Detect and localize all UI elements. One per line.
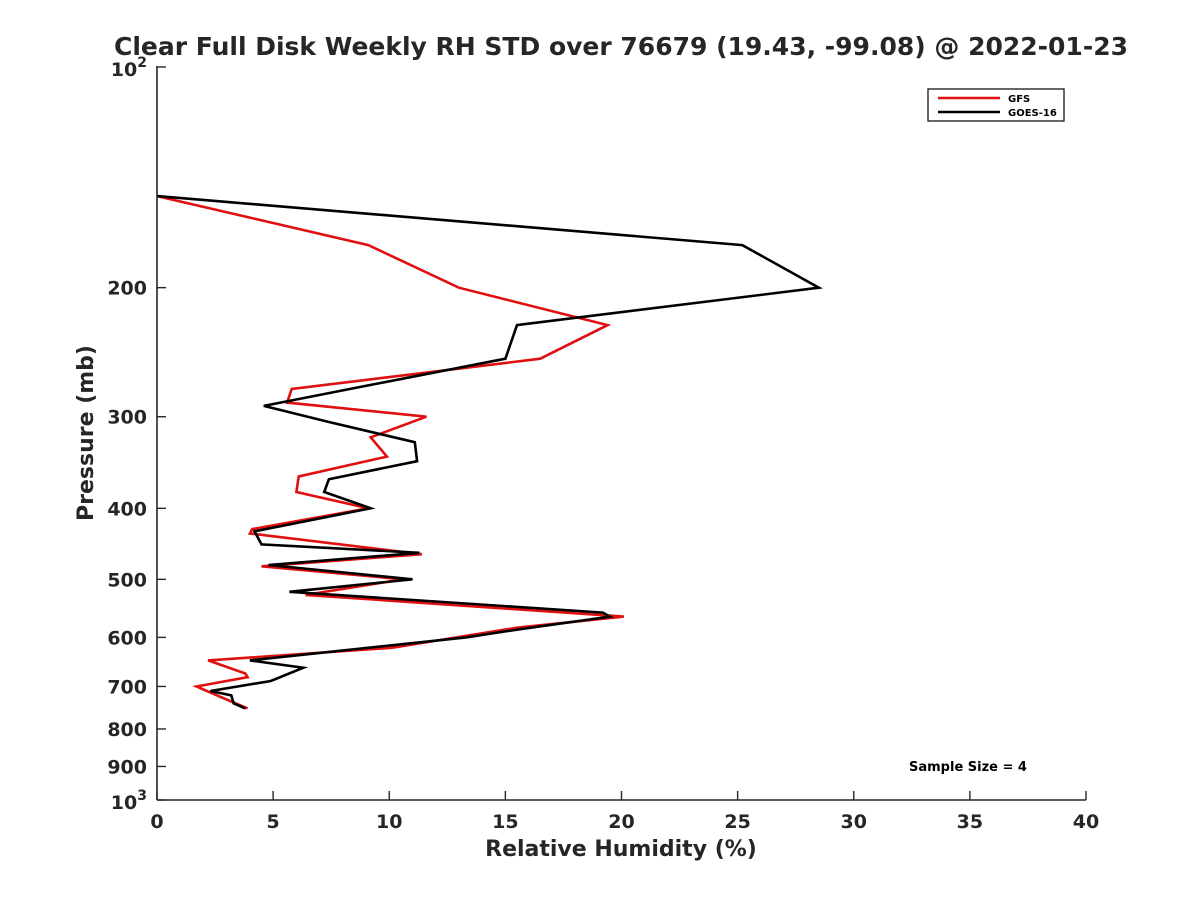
x-tick-label: 25 — [724, 811, 750, 833]
y-tick-label: 200 — [107, 278, 147, 300]
x-tick-label: 5 — [267, 811, 280, 833]
y-tick-label: 600 — [107, 627, 147, 649]
y-tick-label: 900 — [107, 756, 147, 778]
y-tick-label: 102 — [111, 55, 147, 81]
sample-size-annotation: Sample Size = 4 — [909, 760, 1027, 775]
legend: GFS GOES-16 — [927, 88, 1065, 122]
legend-entry-goes-16: GOES-16 — [1008, 108, 1057, 119]
x-tick-label: 20 — [608, 811, 634, 833]
x-tick-label: 15 — [492, 811, 518, 833]
y-tick-label: 300 — [107, 407, 147, 429]
legend-entry-gfs: GFS — [1008, 94, 1030, 105]
y-tick-label: 800 — [107, 719, 147, 741]
y-tick-label: 103 — [111, 788, 147, 814]
y-tick-label: 500 — [107, 569, 147, 591]
x-tick-label: 0 — [150, 811, 163, 833]
x-tick-label: 30 — [841, 811, 867, 833]
y-axis-label: Pressure (mb) — [74, 345, 99, 521]
x-tick-label: 40 — [1073, 811, 1099, 833]
y-tick-label: 400 — [107, 498, 147, 520]
x-tick-label: 35 — [957, 811, 983, 833]
y-tick-label: 700 — [107, 676, 147, 698]
x-tick-label: 10 — [376, 811, 402, 833]
chart-title: Clear Full Disk Weekly RH STD over 76679… — [114, 32, 1128, 61]
legend-box — [927, 88, 1065, 122]
plot-area: 0 5 10 15 20 25 30 35 40 102 200 300 400 500 600 700 800… — [107, 55, 1099, 833]
series-line-goes-16 — [156, 194, 824, 710]
series-line-gfs — [156, 194, 624, 710]
x-axis-label: Relative Humidity (%) — [485, 837, 757, 862]
